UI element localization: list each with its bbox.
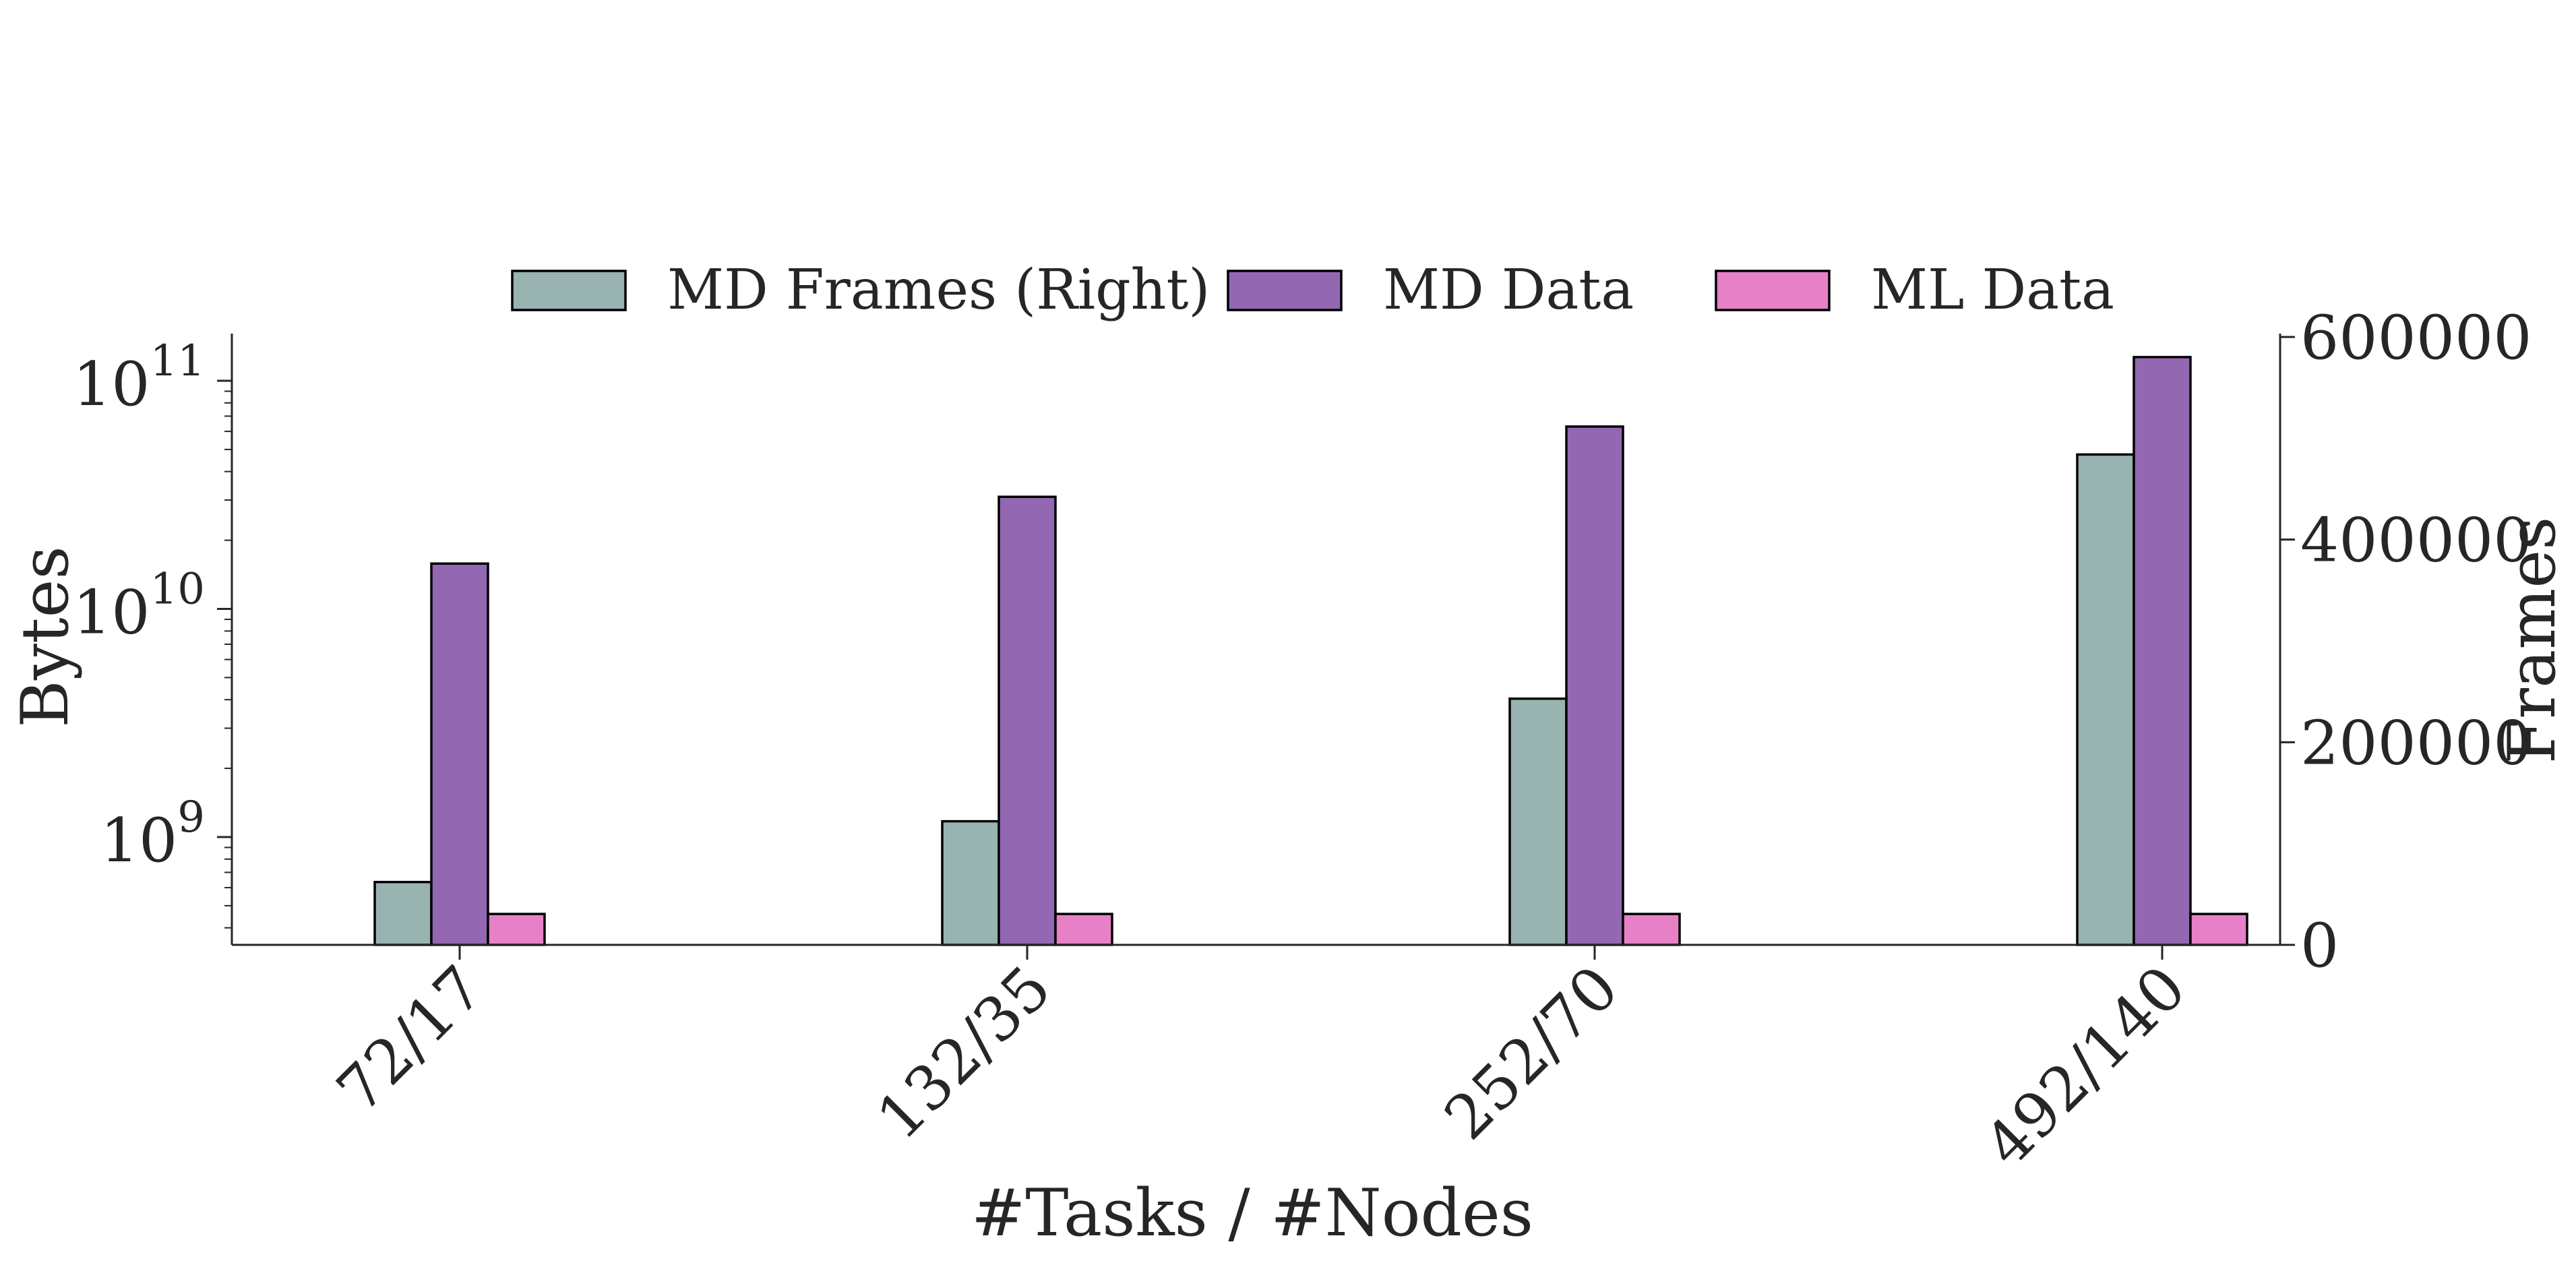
- bar-md-data-492-140: [2133, 356, 2192, 946]
- y-right-tick-label: 600000: [2300, 303, 2532, 373]
- legend-label-ml-data: ML Data: [1871, 258, 2114, 322]
- legend-swatch-md-data: [1227, 270, 1343, 311]
- legend-label-md-data: MD Data: [1383, 258, 1634, 322]
- x-tick-label-252-70: 252/70: [1431, 952, 1632, 1153]
- x-axis-title: #Tasks / #Nodes: [971, 1175, 1533, 1251]
- legend: MD Frames (Right) MD Data ML Data: [511, 258, 2114, 322]
- legend-swatch-md-frames-right: [511, 270, 627, 311]
- x-tick-label-72-17: 72/17: [324, 952, 497, 1126]
- y-right-tick-label: 400000: [2300, 505, 2532, 576]
- y-left-tick-label: 1011: [73, 336, 205, 420]
- bar-ml-data-492-140: [2189, 913, 2248, 946]
- bar-md-data-252-70: [1565, 425, 1624, 946]
- y-axis-left-title: Bytes: [7, 546, 83, 727]
- legend-label-md-frames-right: MD Frames (Right): [667, 258, 1210, 322]
- legend-swatch-ml-data: [1715, 270, 1831, 311]
- y-axis-right-title: Frames: [2494, 517, 2570, 764]
- y-right-tick-label: 0: [2300, 910, 2339, 981]
- bar-md-frames-right-72-17: [373, 881, 433, 946]
- y-left-tick-label: 109: [100, 793, 205, 876]
- bars: [373, 356, 2248, 946]
- bar-md-data-72-17: [430, 562, 489, 946]
- bar-md-frames-right-492-140: [2076, 453, 2135, 946]
- axes: [231, 334, 2281, 946]
- x-tick-label-132-35: 132/35: [863, 952, 1064, 1153]
- y-left-tick-label: 1010: [73, 565, 205, 648]
- x-tick-label-492-140: 492/140: [1971, 952, 2200, 1181]
- bar-md-frames-right-252-70: [1508, 697, 1568, 946]
- y-right-tick-label: 200000: [2300, 708, 2532, 778]
- bar-md-frames-right-132-35: [941, 820, 1000, 946]
- bar-ml-data-72-17: [487, 913, 546, 946]
- bar-ml-data-252-70: [1622, 913, 1681, 946]
- bar-ml-data-132-35: [1054, 913, 1113, 946]
- bar-md-data-132-35: [998, 495, 1057, 946]
